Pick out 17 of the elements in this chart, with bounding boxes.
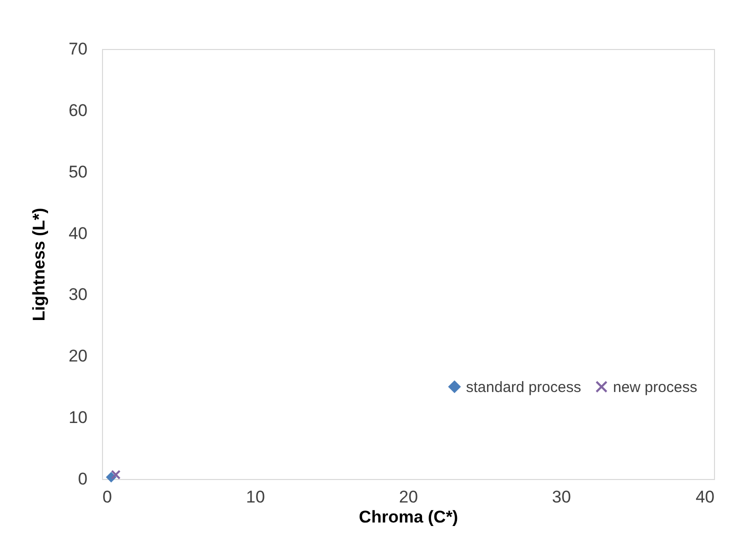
y-tick-label: 60 [68,100,88,120]
x-tick-label: 40 [696,488,714,506]
x-tick-label: 30 [552,488,571,506]
y-tick-label: 50 [68,162,88,182]
y-tick-label: 30 [68,285,88,304]
legend-label: new process [613,378,698,396]
y-tick-label: 20 [68,346,88,366]
x-tick-label: 20 [399,488,418,506]
x-tick-label: 10 [246,488,265,506]
x-tick-label: 0 [102,488,112,506]
y-tick-label: 0 [78,470,88,488]
y-tick-label: 40 [68,224,88,243]
y-axis-title: Lightness (L*) [30,208,49,322]
legend-label: standard process [466,378,582,396]
y-tick-label: 10 [68,408,88,428]
x-axis-title: Chroma (C*) [358,508,458,526]
y-tick-label: 70 [68,40,88,58]
